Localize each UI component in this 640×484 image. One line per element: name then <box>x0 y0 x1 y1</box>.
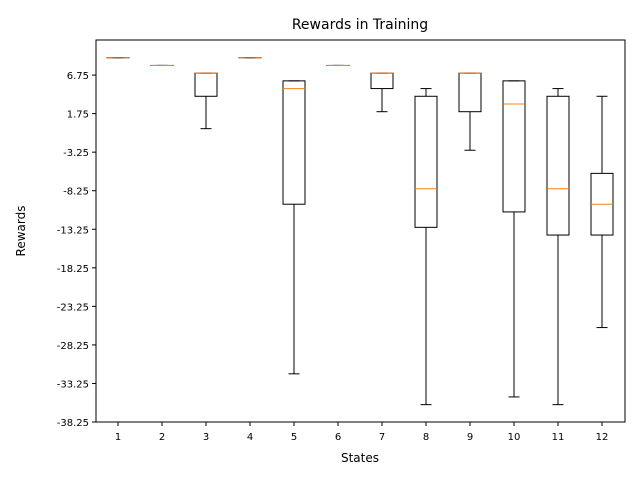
x-tick-label: 7 <box>379 432 385 443</box>
y-tick-label: -8.25 <box>63 187 89 198</box>
y-tick-label: 6.75 <box>67 71 89 82</box>
box-iqr <box>195 73 217 96</box>
x-tick-label: 1 <box>115 432 121 443</box>
x-tick-label: 4 <box>247 432 253 443</box>
y-tick-label: 1.75 <box>67 110 89 121</box>
x-tick-label: 10 <box>508 432 521 443</box>
box-state-7 <box>371 73 393 112</box>
box-series <box>107 58 613 405</box>
box-iqr <box>415 96 437 227</box>
y-axis-label: Rewards <box>14 206 28 257</box>
y-tick-label: -38.25 <box>57 418 89 429</box>
y-axis-ticks: 6.75 1.75 -3.25 -8.25 -13.25 -18.25 -23.25 -28.… <box>57 71 96 429</box>
y-tick-label: -28.25 <box>57 341 89 352</box>
box-state-5 <box>283 81 305 374</box>
box-state-11 <box>547 89 569 405</box>
y-tick-label: -23.25 <box>57 302 89 313</box>
x-tick-label: 3 <box>203 432 209 443</box>
x-axis-label: States <box>341 451 379 465</box>
y-tick-label: -33.25 <box>57 379 89 390</box>
x-tick-label: 8 <box>423 432 429 443</box>
chart-title: Rewards in Training <box>292 17 428 33</box>
box-iqr <box>459 73 481 112</box>
box-state-3 <box>195 73 217 129</box>
box-iqr <box>503 81 525 212</box>
x-tick-label: 6 <box>335 432 341 443</box>
x-tick-label: 5 <box>291 432 297 443</box>
box-state-9 <box>459 73 481 150</box>
box-iqr <box>283 81 305 204</box>
box-iqr <box>371 73 393 88</box>
x-tick-label: 9 <box>467 432 473 443</box>
box-state-10 <box>503 81 525 397</box>
x-tick-label: 11 <box>552 432 565 443</box>
x-tick-label: 12 <box>596 432 609 443</box>
y-tick-label: -3.25 <box>63 148 89 159</box>
y-tick-label: -13.25 <box>57 225 89 236</box>
plot-frame <box>96 40 625 422</box>
box-state-8 <box>415 89 437 405</box>
x-tick-label: 2 <box>159 432 165 443</box>
box-state-12 <box>591 96 613 327</box>
y-tick-label: -18.25 <box>57 264 89 275</box>
box-iqr <box>547 96 569 235</box>
